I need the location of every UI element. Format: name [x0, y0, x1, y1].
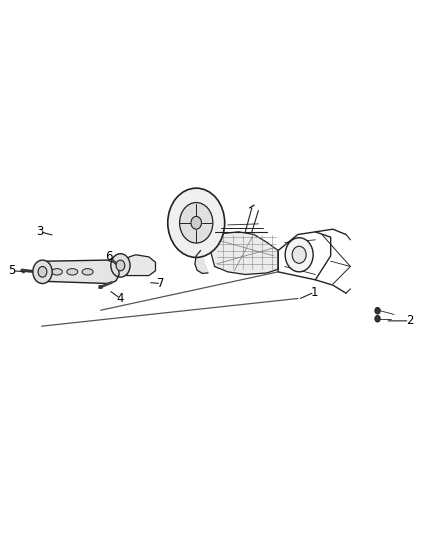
- Ellipse shape: [67, 269, 78, 275]
- Ellipse shape: [52, 269, 63, 275]
- Circle shape: [33, 260, 52, 284]
- Polygon shape: [195, 251, 208, 273]
- Polygon shape: [39, 260, 119, 284]
- Circle shape: [111, 254, 130, 277]
- Text: 7: 7: [157, 277, 165, 290]
- Polygon shape: [125, 255, 155, 276]
- Circle shape: [375, 316, 380, 322]
- Text: 3: 3: [37, 225, 44, 238]
- Circle shape: [292, 246, 306, 263]
- Circle shape: [180, 203, 213, 243]
- Text: 1: 1: [311, 286, 318, 298]
- Text: 6: 6: [105, 251, 113, 263]
- Ellipse shape: [82, 269, 93, 275]
- Circle shape: [168, 188, 225, 257]
- Text: 2: 2: [406, 314, 413, 327]
- Circle shape: [375, 308, 380, 314]
- Text: 4: 4: [117, 292, 124, 305]
- Text: 5: 5: [9, 264, 16, 277]
- Circle shape: [285, 238, 313, 272]
- Polygon shape: [211, 232, 278, 274]
- Circle shape: [191, 216, 201, 229]
- Circle shape: [116, 260, 125, 271]
- Circle shape: [38, 266, 47, 277]
